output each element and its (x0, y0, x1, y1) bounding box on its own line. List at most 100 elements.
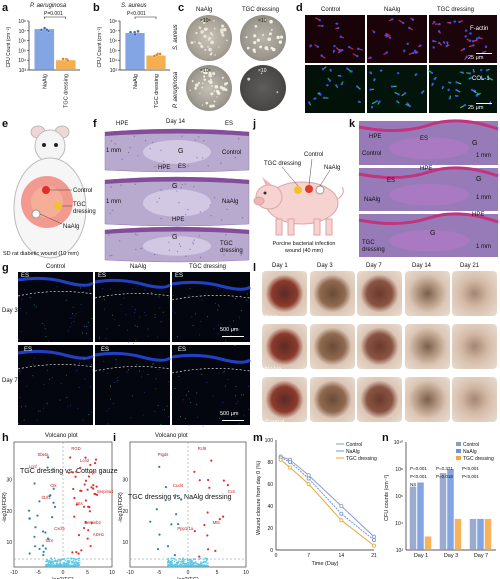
h-gene-label: Lcnf (29, 464, 38, 469)
h-point-ns (75, 561, 78, 564)
b-ytick-label: 10⁴ (109, 58, 117, 64)
if-signal (117, 377, 119, 379)
if-signal (23, 419, 25, 421)
h-frame (13, 441, 113, 568)
h-point-up (75, 503, 78, 506)
panel-label-b: b (93, 2, 100, 14)
wound-photo (309, 324, 355, 369)
cell-dot (168, 249, 171, 251)
col1-control-image (305, 65, 365, 113)
wound-photo (309, 271, 355, 316)
h-point-down (38, 547, 41, 551)
rat-illustration (13, 125, 87, 259)
a-ytick-label: 10⁴ (18, 58, 26, 64)
h-point-down (52, 487, 55, 490)
wound-photo (262, 377, 307, 422)
colony (270, 29, 273, 31)
cell-nucleus (373, 78, 376, 81)
i-point-ns (183, 559, 185, 561)
k-g-1: G (472, 140, 478, 147)
if-signal (112, 403, 114, 405)
h-point-ns (64, 559, 67, 562)
colony (221, 76, 224, 79)
colony (223, 27, 227, 32)
cell-nucleus (447, 88, 450, 92)
panel-c-col-nalg: NaAlg (196, 7, 213, 13)
if-signal (155, 388, 157, 390)
if-signal (25, 405, 27, 407)
panel-label-n: n (382, 432, 389, 444)
n-legend-label: Control (463, 442, 479, 448)
if-signal (174, 387, 176, 389)
histology-f (104, 128, 250, 263)
rat-caption: SD rat diabetic wound (10 mm) (3, 251, 79, 257)
cell-nucleus (481, 77, 484, 81)
h-ytick: 30 (6, 478, 12, 484)
i-point-ns (171, 559, 174, 562)
i-ytick: 30 (122, 478, 128, 484)
if-signal (81, 332, 83, 334)
colony (199, 92, 201, 95)
if-signal (85, 333, 87, 335)
cell-nucleus (430, 71, 434, 75)
if-signal (241, 310, 243, 312)
cell-dot (203, 140, 205, 142)
i-point-up (218, 518, 221, 521)
panel-b-pvalue: P<0.001 (127, 11, 146, 17)
n-ytick: 10⁶ (395, 494, 403, 500)
colony (208, 36, 212, 40)
colony (208, 73, 212, 78)
f-scale-1: 1 mm (106, 148, 121, 154)
h-gene-label: Cxcl5 (54, 526, 65, 531)
i-point-down (156, 548, 160, 551)
if-signal (159, 307, 161, 309)
l-day-7: Day 7 (366, 263, 382, 269)
i-point-ns (175, 559, 177, 561)
h-point-up (89, 463, 92, 467)
if-signal (168, 297, 170, 299)
h-point-ns (63, 558, 65, 561)
l-row-tgc: TGC dressing (265, 316, 303, 322)
cell-dot (207, 165, 209, 167)
cell-dot (178, 243, 180, 245)
if-signal (237, 400, 239, 402)
cell-nucleus (309, 44, 312, 47)
colony (203, 78, 206, 81)
bacterial-colonies (189, 18, 284, 108)
i-point-up (210, 459, 213, 462)
cell-dot (181, 135, 183, 137)
colony (267, 37, 271, 42)
if-signal (36, 419, 38, 421)
cell-dot (209, 204, 211, 206)
if-signal (42, 323, 44, 325)
g-es-1: ES (21, 273, 30, 279)
m-point (306, 473, 311, 478)
f-label-tgc: TGC dressing (220, 241, 243, 254)
chart-n: 10² 10⁴ 10⁶ 10⁸ 10¹⁰ CFU counts (cm⁻²) Day 1 Da… (384, 440, 496, 559)
scale-bar-d2 (476, 103, 492, 104)
if-signal (196, 392, 198, 394)
i-ylabel: -log10(FDR) (118, 492, 124, 522)
m-series-1 (280, 457, 375, 541)
h-point-ns (76, 565, 78, 567)
colony (267, 48, 269, 51)
h-gene-label: Ctk (50, 483, 57, 488)
h-xtick: 5 (86, 570, 89, 576)
f-g-3: G (172, 234, 178, 241)
i-point-ns (200, 561, 202, 563)
panel-d-col-tgc: TGC dressing (437, 7, 475, 13)
cell-nucleus (402, 21, 405, 25)
cell-nucleus (403, 49, 406, 52)
if-signal (152, 363, 154, 365)
if-signal (162, 311, 164, 313)
if-signal (102, 288, 104, 290)
if-signal (127, 329, 129, 331)
if-signal (134, 309, 136, 311)
cell-dot (176, 190, 178, 192)
if-signal (176, 336, 178, 338)
if-signal (157, 405, 159, 407)
if-signal (84, 378, 86, 380)
pig-illustration (253, 158, 344, 236)
n-legend-label: NaAlg (463, 449, 477, 455)
cell-nucleus (468, 72, 472, 75)
